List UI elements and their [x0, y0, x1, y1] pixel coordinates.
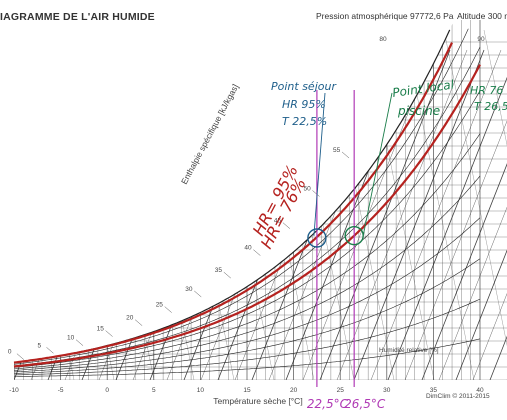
enthalpy-tick-label: 45 [274, 218, 282, 225]
rh-curve [13, 90, 481, 368]
enthalpy-tick [164, 306, 172, 313]
enthalpy-tick-label: 40 [244, 245, 252, 252]
point-marker [307, 228, 327, 248]
point-note-detail: HR 76 [470, 84, 503, 97]
x-tick-label: 10 [197, 387, 205, 394]
top-tick-label: 80 [379, 36, 387, 43]
enthalpy-tick [194, 290, 202, 298]
x-tick-label: 35 [430, 387, 438, 394]
enthalpy-tick-label: 35 [215, 267, 223, 274]
enthalpy-tick-label: 55 [333, 147, 341, 154]
enthalpy-gridline [14, 49, 60, 380]
temperature-marker-label: 22,5°C [307, 397, 349, 411]
enthalpy-gridline [353, 49, 485, 380]
point-leader-line [313, 92, 326, 237]
point-leader-line [362, 92, 393, 236]
enthalpy-gridline [14, 49, 77, 380]
enthalpy-tick-label: 30 [185, 286, 193, 293]
volume-gridline [14, 29, 75, 380]
volume-gridline [163, 29, 235, 380]
enthalpy-tick [341, 151, 350, 159]
copyright-label: DimClim © 2011-2015 [426, 392, 490, 400]
volume-gridline [483, 29, 507, 380]
x-tick-label: -10 [9, 387, 19, 394]
x-tick-label: 5 [152, 387, 156, 394]
enthalpy-gridline [421, 49, 507, 380]
enthalpy-tick-label: 20 [126, 315, 134, 322]
enthalpy-gridline [472, 49, 507, 380]
x-tick-label: 0 [105, 387, 109, 394]
enthalpy-gridline [14, 49, 111, 380]
rh-curve [13, 28, 469, 365]
enthalpy-gridline [370, 49, 502, 380]
enthalpy-tick-label: 0 [8, 349, 12, 356]
chart-title: IAGRAMME DE L'AIR HUMIDE [0, 11, 155, 23]
enthalpy-tick-label: 5 [37, 342, 41, 349]
enthalpy-gridline [438, 49, 507, 380]
enthalpy-tick [223, 271, 231, 279]
annotations: 22,5°C26,5°C Point séjour HR 95% T 22,5%Poi… [271, 77, 507, 411]
rh-axis-label: Humidité relative [%] [379, 347, 439, 354]
relative-humidity-curves [13, 28, 481, 377]
enthalpy-tick-label: 15 [97, 326, 105, 333]
x-tick-label: 20 [290, 387, 298, 394]
enthalpy-tick [134, 319, 143, 326]
rh-curve [14, 338, 481, 377]
enthalpy-gridline [14, 49, 145, 380]
enthalpy-tick-label: 10 [67, 335, 75, 342]
volume-gridline [443, 29, 507, 380]
pressure-readout: Pression atmosphérique 97772,6 Pa [316, 11, 454, 21]
dry-bulb-lines [14, 20, 507, 380]
enthalpy-gridline [319, 49, 451, 380]
x-tick-label: -5 [58, 387, 64, 394]
top-tick-label: 90 [477, 36, 485, 43]
enthalpy-tick [16, 353, 25, 360]
enthalpy-gridline [336, 49, 468, 380]
enthalpy-tick-label: 25 [156, 302, 164, 309]
point-note-label: Point séjour [271, 80, 337, 93]
enthalpy-tick [253, 249, 261, 256]
volume-gridline [83, 29, 155, 380]
rh-curve [13, 175, 481, 371]
x-tick-label: 25 [337, 387, 345, 394]
enthalpy-gridline [132, 49, 264, 380]
rh-curve [13, 298, 481, 376]
enthalpy-gridline [14, 49, 43, 380]
x-tick-label: 40 [476, 387, 484, 394]
x-tick-label: 30 [383, 387, 391, 394]
point-note-detail: T 22,5% [282, 115, 327, 128]
enthalpy-gridline [387, 49, 507, 380]
enthalpy-gridline [64, 49, 196, 380]
rh-curve [13, 133, 481, 370]
volume-gridline [123, 29, 195, 380]
series-line [13, 64, 481, 368]
x-axis-label: Température sèche [°C] [213, 396, 302, 406]
point-note: Point séjour HR 95% T 22,5% [271, 80, 337, 237]
enthalpy-gridline [14, 49, 94, 380]
enthalpy-tick [46, 347, 54, 354]
series-line [13, 42, 453, 364]
temperature-marker-label: 26,5°C [344, 397, 386, 411]
point-note-detail: T 26,5 [474, 100, 507, 113]
point-note-label: piscine [397, 104, 440, 118]
enthalpy-tick [282, 222, 291, 229]
enthalpy-gridline [455, 49, 507, 380]
point-note-detail: HR 95% [282, 98, 326, 111]
chart-grid [14, 20, 507, 380]
enthalpy-tick [105, 330, 113, 337]
enthalpy-tick-label: 50 [303, 185, 311, 192]
enthalpy-gridline [14, 49, 128, 380]
enthalpy-tick [75, 339, 84, 346]
altitude-readout: Altitude 300 m [457, 11, 507, 21]
enthalpy-gridline [404, 49, 507, 380]
enthalpy-tick [312, 190, 320, 197]
enthalpy-axis-label: Enthalpie spécifique [kJ/kgas] [179, 82, 240, 186]
rh-curve [13, 258, 481, 374]
rh-curve [13, 217, 481, 373]
x-tick-label: 15 [243, 387, 251, 394]
